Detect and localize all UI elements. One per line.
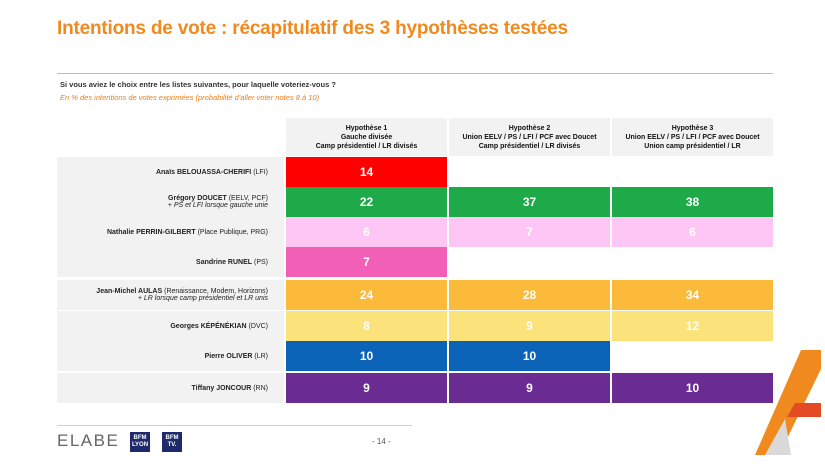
candidate-name-line: Pierre OLIVER (LR) (205, 353, 268, 360)
candidate-note: + PS et LFI lorsque gauche unie (167, 202, 268, 209)
survey-question: Si vous aviez le choix entre les listes … (60, 80, 336, 89)
hypothesis-header-1: Hypothèse 1 Gauche divisée Camp présidenti… (286, 118, 447, 156)
hypothesis-header-line: Gauche divisée (340, 133, 393, 141)
vote-share-cell: 6 (286, 217, 447, 247)
vote-share-cell: 8 (286, 311, 447, 341)
vote-share-cell: 10 (286, 341, 447, 371)
hypothesis-header-line: Camp présidentiel / LR divisés (478, 142, 581, 150)
candidate-name-line: Georges KÉPÉNÉKIAN (DVC) (170, 323, 268, 330)
badge-top-text: BFM (165, 435, 179, 441)
hypothesis-header-line: Union EELV / PS / LFI / PCF avec Doucet (625, 133, 760, 141)
candidate-party: (Place Publique, PRG) (195, 228, 268, 236)
vote-share-cell: 24 (286, 280, 447, 310)
candidate-label: Anaïs BELOUASSA-CHERIFI (LFI) (57, 157, 284, 187)
badge-bottom-text: TV. (167, 442, 177, 448)
candidate-name: Sandrine RUNEL (196, 258, 253, 266)
hypothesis-header-line: Camp présidentiel / LR divisés (315, 142, 418, 150)
vote-share-cell: 12 (612, 311, 773, 341)
vote-share-cell: 7 (449, 217, 610, 247)
candidate-party: (DVC) (246, 322, 268, 330)
candidate-name: Jean-Michel AULAS (96, 288, 163, 295)
candidate-party: (LFI) (251, 168, 268, 176)
candidate-label: Jean-Michel AULAS (Renaissance, Modem, H… (57, 280, 284, 310)
vote-share-cell: 14 (286, 157, 447, 187)
page-number: - 14 - (372, 437, 391, 446)
candidate-name-line: Jean-Michel AULAS (Renaissance, Modem, H… (96, 288, 268, 295)
candidate-label: Sandrine RUNEL (PS) (57, 247, 284, 277)
vote-share-cell: 9 (286, 373, 447, 403)
candidate-name: Grégory DOUCET (168, 195, 227, 202)
footer-divider (57, 425, 412, 426)
vote-share-cell: 37 (449, 187, 610, 217)
elabe-logo: ELABE (57, 431, 120, 450)
survey-subtitle: En % des intentions de votes exprimées (… (60, 93, 320, 102)
candidate-party: (RN) (251, 384, 268, 392)
candidate-name: Pierre OLIVER (204, 352, 253, 360)
candidate-party: (Renaissance, Modem, Horizons) (162, 288, 268, 295)
bfm-tv-logo: BFM TV. (162, 432, 182, 452)
candidate-label: Grégory DOUCET (EELV, PCF) + PS et LFI lo… (57, 187, 284, 217)
hypothesis-header-line: Union camp présidentiel / LR (644, 142, 741, 150)
candidate-party: (PS) (252, 258, 268, 266)
candidate-name-line: Grégory DOUCET (EELV, PCF) (168, 195, 268, 202)
vote-share-cell: 22 (286, 187, 447, 217)
candidate-label: Pierre OLIVER (LR) (57, 341, 284, 371)
hypothesis-header-line: Hypothèse 3 (671, 124, 714, 132)
vote-share-cell: 6 (612, 217, 773, 247)
badge-top-text: BFM (133, 435, 147, 441)
candidate-name-line: Sandrine RUNEL (PS) (196, 259, 268, 266)
vote-share-cell: 9 (449, 311, 610, 341)
vote-share-cell: 34 (612, 280, 773, 310)
candidate-label: Tiffany JONCOUR (RN) (57, 373, 284, 403)
vote-share-cell: 10 (612, 373, 773, 403)
candidate-name: Nathalie PERRIN-GILBERT (106, 228, 196, 236)
candidate-name: Georges KÉPÉNÉKIAN (170, 322, 247, 330)
title-divider (57, 73, 773, 74)
candidate-name: Anaïs BELOUASSA-CHERIFI (155, 168, 252, 176)
candidate-party: (EELV, PCF) (226, 195, 268, 202)
elabe-corner-logo-icon (755, 350, 821, 455)
page-title: Intentions de vote : récapitulatif des 3… (57, 18, 568, 39)
vote-share-cell: 38 (612, 187, 773, 217)
candidate-name-line: Nathalie PERRIN-GILBERT (Place Publique,… (107, 229, 268, 236)
vote-share-cell: 10 (449, 341, 610, 371)
badge-bottom-text: LYON (131, 442, 149, 448)
vote-share-cell: 28 (449, 280, 610, 310)
candidate-party: (LR) (252, 352, 268, 360)
candidate-name: Tiffany JONCOUR (191, 384, 252, 392)
candidate-note: + LR lorsque camp présidentiel et LR uni… (137, 295, 268, 302)
candidate-name-line: Anaïs BELOUASSA-CHERIFI (LFI) (156, 169, 268, 176)
hypothesis-header-line: Hypothèse 1 (345, 124, 388, 132)
hypothesis-header-3: Hypothèse 3 Union EELV / PS / LFI / PCF a… (612, 118, 773, 156)
bfm-lyon-logo: BFM LYON (130, 432, 150, 452)
candidate-label: Nathalie PERRIN-GILBERT (Place Publique,… (57, 217, 284, 247)
hypothesis-header-line: Union EELV / PS / LFI / PCF avec Doucet (462, 133, 597, 141)
hypothesis-header-2: Hypothèse 2 Union EELV / PS / LFI / PCF a… (449, 118, 610, 156)
vote-share-cell: 7 (286, 247, 447, 277)
hypothesis-header-line: Hypothèse 2 (508, 124, 551, 132)
candidate-label: Georges KÉPÉNÉKIAN (DVC) (57, 311, 284, 341)
vote-share-cell: 9 (449, 373, 610, 403)
candidate-name-line: Tiffany JONCOUR (RN) (192, 385, 269, 392)
